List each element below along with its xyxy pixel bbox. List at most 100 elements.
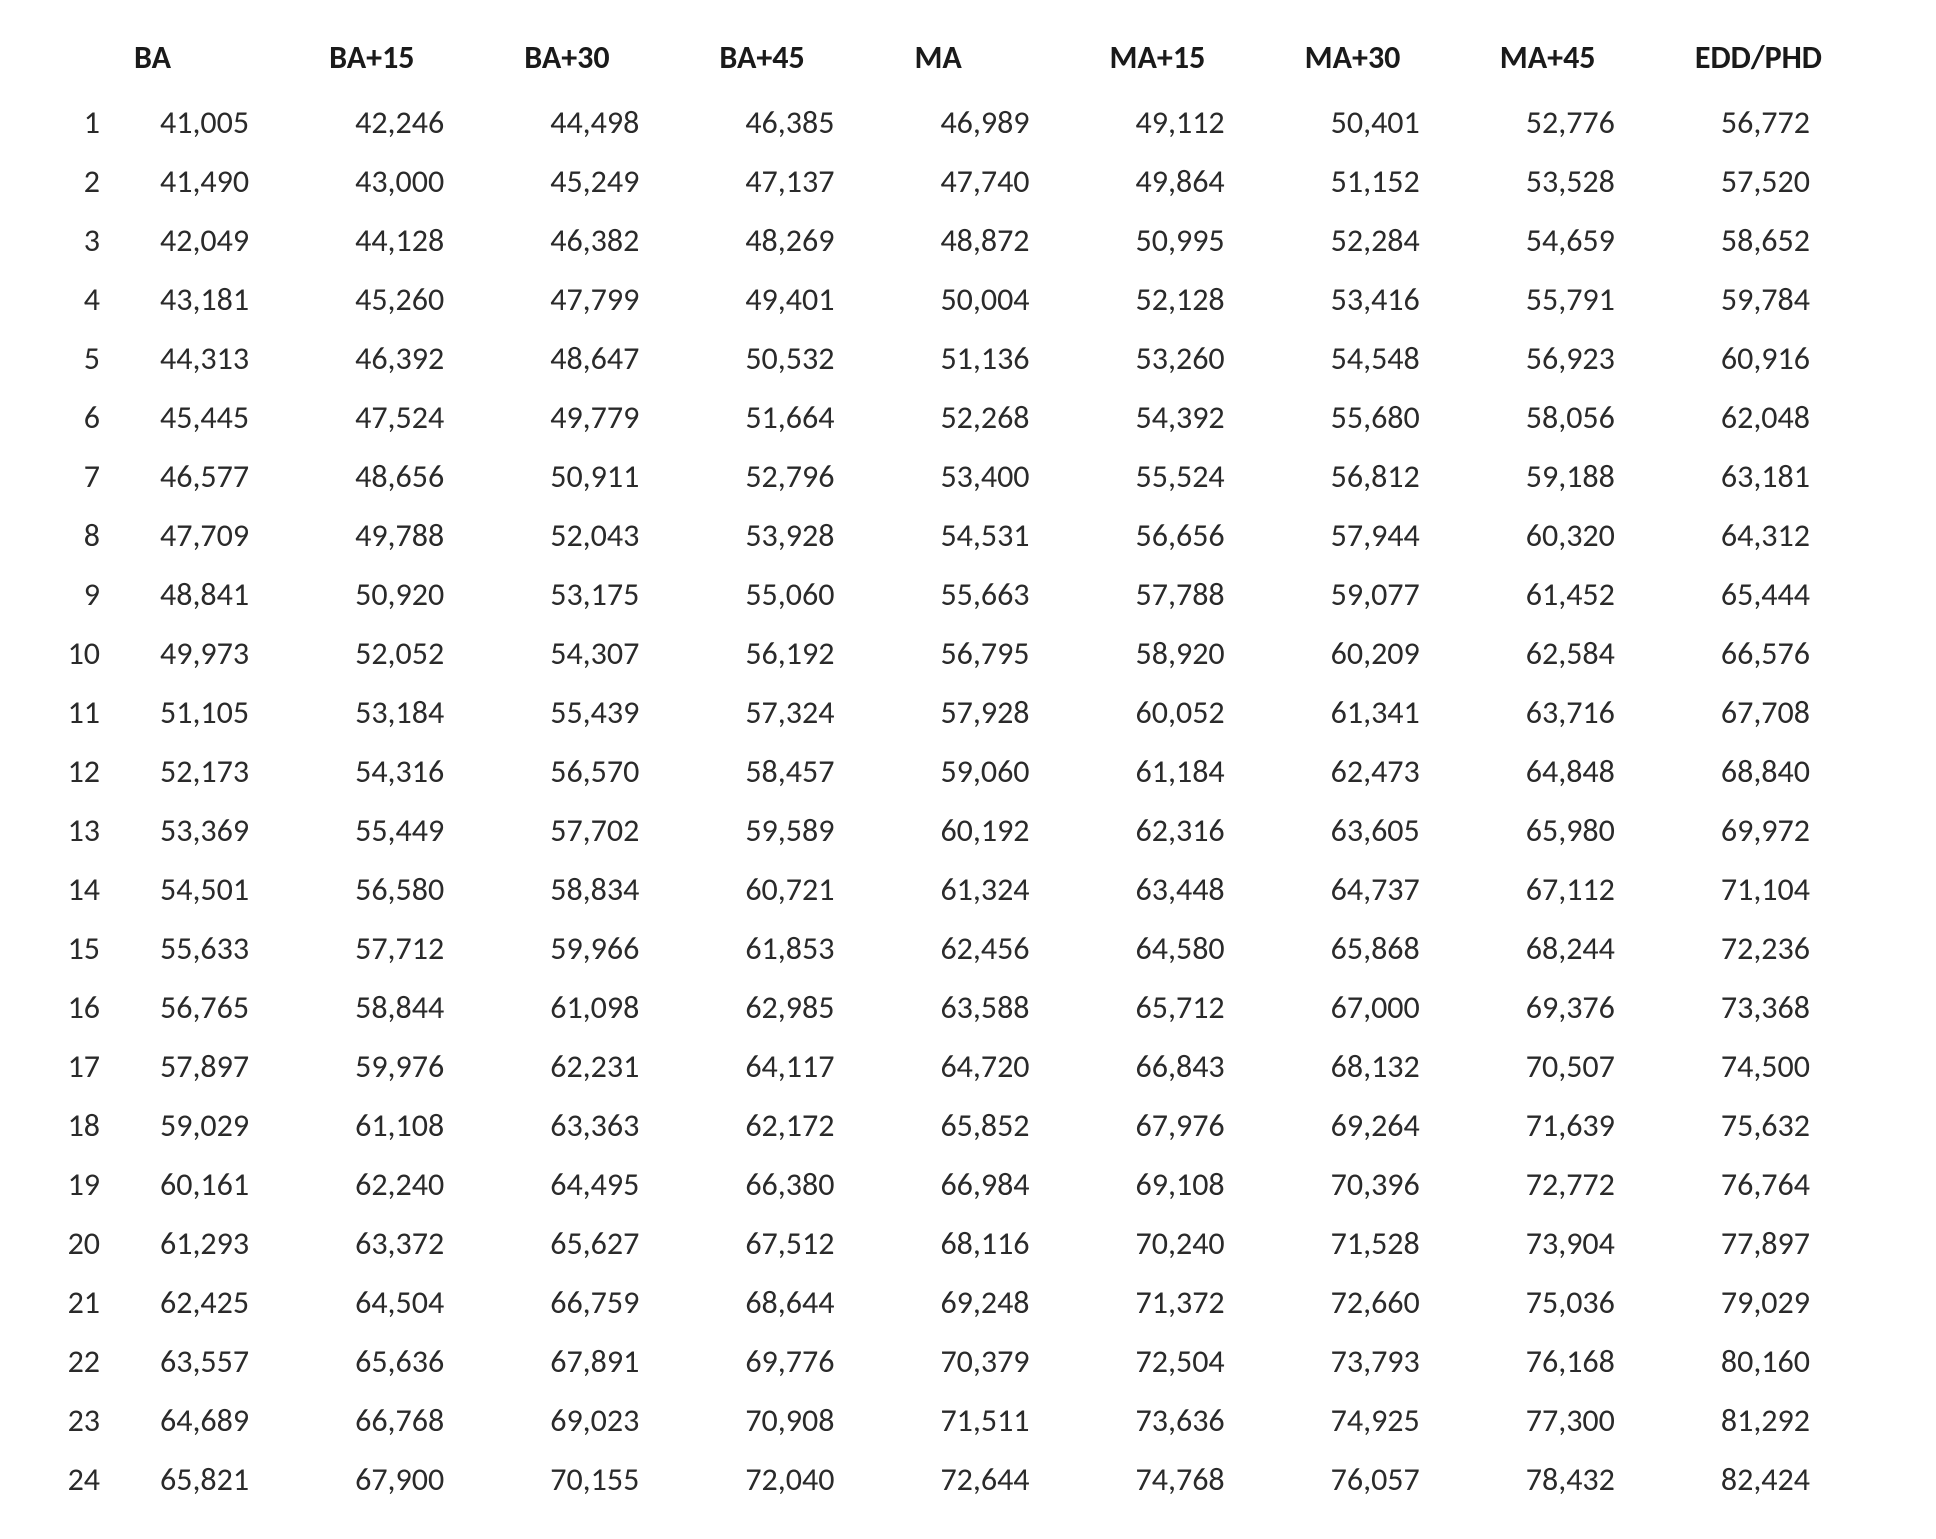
value-cell: 78,432 [1496, 1450, 1691, 1509]
value-cell: 60,721 [715, 860, 910, 919]
value-cell: 69,108 [1106, 1155, 1301, 1214]
value-cell: 59,589 [715, 801, 910, 860]
table-row: 948,84150,92053,17555,06055,66357,78859,… [50, 565, 1886, 624]
value-cell: 70,379 [910, 1332, 1105, 1391]
value-cell: 58,920 [1106, 624, 1301, 683]
value-cell: 61,293 [130, 1214, 325, 1273]
step-cell: 9 [50, 565, 130, 624]
value-cell: 61,341 [1301, 683, 1496, 742]
value-cell: 44,498 [520, 93, 715, 152]
value-cell: 57,324 [715, 683, 910, 742]
value-cell: 47,524 [325, 388, 520, 447]
step-cell: 12 [50, 742, 130, 801]
value-cell: 48,656 [325, 447, 520, 506]
value-cell: 66,843 [1106, 1037, 1301, 1096]
step-cell: 7 [50, 447, 130, 506]
value-cell: 61,324 [910, 860, 1105, 919]
step-cell: 8 [50, 506, 130, 565]
table-row: 241,49043,00045,24947,13747,74049,86451,… [50, 152, 1886, 211]
value-cell: 64,737 [1301, 860, 1496, 919]
value-cell: 55,449 [325, 801, 520, 860]
value-cell: 67,000 [1301, 978, 1496, 1037]
value-cell: 68,116 [910, 1214, 1105, 1273]
value-cell: 41,490 [130, 152, 325, 211]
value-cell: 58,844 [325, 978, 520, 1037]
value-cell: 65,712 [1106, 978, 1301, 1037]
value-cell: 56,765 [130, 978, 325, 1037]
value-cell: 71,511 [910, 1391, 1105, 1450]
table-row: 1454,50156,58058,83460,72161,32463,44864… [50, 860, 1886, 919]
value-cell: 45,249 [520, 152, 715, 211]
value-cell: 51,136 [910, 329, 1105, 388]
value-cell: 61,184 [1106, 742, 1301, 801]
table-row: 1960,16162,24064,49566,38066,98469,10870… [50, 1155, 1886, 1214]
value-cell: 50,004 [910, 270, 1105, 329]
value-cell: 66,759 [520, 1273, 715, 1332]
value-cell: 70,240 [1106, 1214, 1301, 1273]
value-cell: 59,966 [520, 919, 715, 978]
value-cell: 63,363 [520, 1096, 715, 1155]
table-row: 2465,82167,90070,15572,04072,64474,76876… [50, 1450, 1886, 1509]
value-cell: 71,104 [1691, 860, 1886, 919]
value-cell: 50,532 [715, 329, 910, 388]
value-cell: 60,916 [1691, 329, 1886, 388]
value-cell: 64,117 [715, 1037, 910, 1096]
value-cell: 71,528 [1301, 1214, 1496, 1273]
value-cell: 67,112 [1496, 860, 1691, 919]
step-cell: 3 [50, 211, 130, 270]
value-cell: 73,904 [1496, 1214, 1691, 1273]
value-cell: 53,175 [520, 565, 715, 624]
table-body: 141,00542,24644,49846,38546,98949,11250,… [50, 93, 1886, 1509]
value-cell: 53,260 [1106, 329, 1301, 388]
value-cell: 57,897 [130, 1037, 325, 1096]
value-cell: 56,656 [1106, 506, 1301, 565]
value-cell: 54,531 [910, 506, 1105, 565]
step-cell: 10 [50, 624, 130, 683]
value-cell: 46,382 [520, 211, 715, 270]
table-row: 2061,29363,37265,62767,51268,11670,24071… [50, 1214, 1886, 1273]
value-cell: 60,209 [1301, 624, 1496, 683]
step-cell: 1 [50, 93, 130, 152]
column-header: MA+30 [1301, 30, 1496, 93]
value-cell: 69,023 [520, 1391, 715, 1450]
value-cell: 63,716 [1496, 683, 1691, 742]
step-cell: 13 [50, 801, 130, 860]
value-cell: 64,312 [1691, 506, 1886, 565]
value-cell: 55,524 [1106, 447, 1301, 506]
value-cell: 67,900 [325, 1450, 520, 1509]
value-cell: 62,584 [1496, 624, 1691, 683]
value-cell: 82,424 [1691, 1450, 1886, 1509]
value-cell: 62,316 [1106, 801, 1301, 860]
step-cell: 14 [50, 860, 130, 919]
value-cell: 64,504 [325, 1273, 520, 1332]
value-cell: 54,501 [130, 860, 325, 919]
value-cell: 71,372 [1106, 1273, 1301, 1332]
value-cell: 65,636 [325, 1332, 520, 1391]
value-cell: 81,292 [1691, 1391, 1886, 1450]
value-cell: 57,702 [520, 801, 715, 860]
value-cell: 71,639 [1496, 1096, 1691, 1155]
step-cell: 11 [50, 683, 130, 742]
value-cell: 53,416 [1301, 270, 1496, 329]
value-cell: 73,793 [1301, 1332, 1496, 1391]
value-cell: 64,720 [910, 1037, 1105, 1096]
column-header: MA+45 [1496, 30, 1691, 93]
step-cell: 19 [50, 1155, 130, 1214]
value-cell: 62,473 [1301, 742, 1496, 801]
step-cell: 21 [50, 1273, 130, 1332]
table-row: 342,04944,12846,38248,26948,87250,99552,… [50, 211, 1886, 270]
value-cell: 48,872 [910, 211, 1105, 270]
value-cell: 47,709 [130, 506, 325, 565]
salary-schedule-table: BABA+15BA+30BA+45MAMA+15MA+30MA+45EDD/PH… [50, 30, 1886, 1509]
value-cell: 69,264 [1301, 1096, 1496, 1155]
value-cell: 61,853 [715, 919, 910, 978]
value-cell: 69,376 [1496, 978, 1691, 1037]
value-cell: 73,368 [1691, 978, 1886, 1037]
value-cell: 47,137 [715, 152, 910, 211]
value-cell: 47,740 [910, 152, 1105, 211]
value-cell: 52,796 [715, 447, 910, 506]
value-cell: 68,132 [1301, 1037, 1496, 1096]
value-cell: 67,708 [1691, 683, 1886, 742]
table-row: 746,57748,65650,91152,79653,40055,52456,… [50, 447, 1886, 506]
table-row: 2263,55765,63667,89169,77670,37972,50473… [50, 1332, 1886, 1391]
